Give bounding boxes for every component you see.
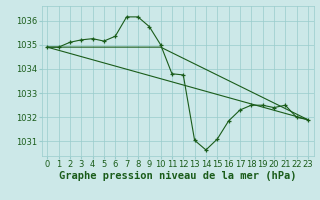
X-axis label: Graphe pression niveau de la mer (hPa): Graphe pression niveau de la mer (hPa) bbox=[59, 171, 296, 181]
